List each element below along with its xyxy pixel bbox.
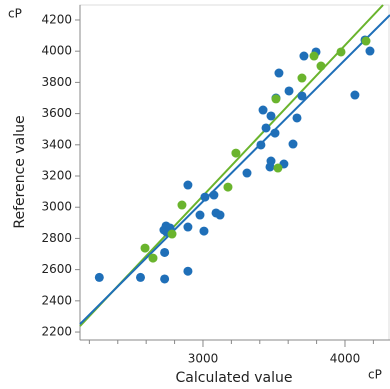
- x-unit: cP: [368, 368, 382, 382]
- y-tick-label: 4000: [41, 44, 72, 58]
- point: [336, 47, 346, 57]
- point: [284, 86, 294, 96]
- y-tick-label: 3200: [41, 169, 72, 183]
- y-tick-label: 2400: [41, 293, 72, 307]
- point: [242, 168, 252, 178]
- y-tick-label: 2800: [41, 231, 72, 245]
- point: [299, 51, 309, 61]
- point: [297, 73, 307, 83]
- y-tick-label: 2200: [41, 325, 72, 339]
- point: [160, 274, 170, 284]
- fit-line: [79, 14, 390, 325]
- point: [94, 272, 104, 282]
- point: [365, 46, 375, 56]
- y-tick-label: 4200: [41, 12, 72, 26]
- point: [266, 111, 276, 121]
- point: [183, 180, 193, 190]
- point: [261, 123, 271, 133]
- point: [256, 140, 266, 150]
- point: [148, 253, 158, 263]
- y-tick-label: 3800: [41, 75, 72, 89]
- y-tick-label: 2600: [41, 262, 72, 276]
- point: [195, 210, 205, 220]
- point: [167, 229, 177, 239]
- point: [361, 36, 371, 46]
- point: [258, 105, 268, 115]
- point: [209, 190, 219, 200]
- point: [215, 210, 225, 220]
- point: [297, 91, 307, 101]
- y-unit: cP: [8, 7, 22, 21]
- x-axis-label: Calculated value: [176, 370, 293, 386]
- x-tick-label: 4000: [330, 352, 361, 366]
- point: [183, 222, 193, 232]
- point: [309, 51, 319, 61]
- point: [140, 243, 150, 253]
- point: [223, 182, 233, 192]
- y-axis-label: Reference value: [12, 115, 28, 228]
- y-tick-label: 3000: [41, 200, 72, 214]
- point: [199, 226, 209, 236]
- x-tick-label: 3000: [188, 352, 219, 366]
- point: [270, 128, 280, 138]
- y-tick-label: 3600: [41, 106, 72, 120]
- point: [292, 113, 302, 123]
- point: [273, 163, 283, 173]
- point: [183, 266, 193, 276]
- y-tick-label: 3400: [41, 137, 72, 151]
- point: [288, 139, 298, 149]
- point: [177, 200, 187, 210]
- point: [316, 61, 326, 71]
- point: [274, 68, 284, 78]
- point: [135, 272, 145, 282]
- point: [231, 148, 241, 158]
- point: [350, 90, 360, 100]
- point: [271, 94, 281, 104]
- point: [160, 247, 170, 257]
- point: [200, 192, 210, 202]
- point: [265, 162, 275, 172]
